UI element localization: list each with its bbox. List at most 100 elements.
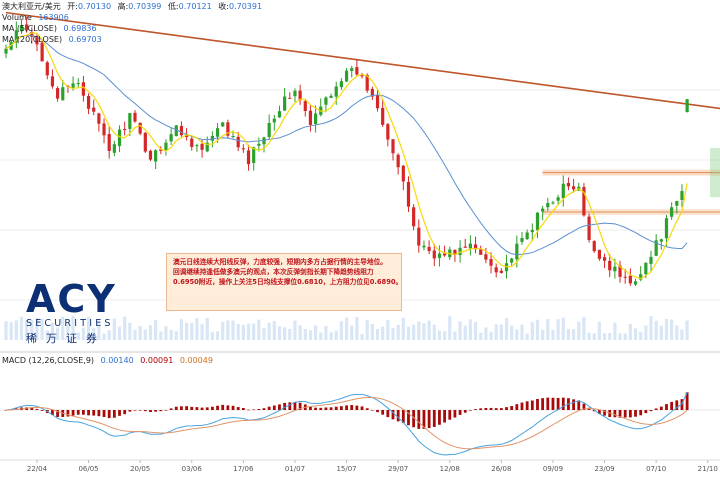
volume-bar	[164, 326, 168, 340]
candle-body	[680, 190, 684, 200]
candle-body	[675, 200, 679, 206]
macd-bar	[66, 410, 70, 417]
candle-body	[412, 207, 416, 227]
ma5-value: 0.69836	[63, 24, 97, 33]
candle-body	[324, 97, 328, 105]
volume-bar	[541, 329, 545, 340]
volume-bar	[303, 329, 307, 340]
macd-bar	[499, 408, 503, 410]
macd-bar	[350, 405, 354, 410]
note-line-3: 0.6950附近，操作上关注5日均线支撑位0.6810，上方阻力位见0.6890…	[173, 278, 402, 286]
macd-bar	[417, 410, 421, 429]
macd-legend: MACD (12,26,CLOSE,9) 0.00140 0.00091 0.0…	[2, 356, 213, 366]
volume-bar	[561, 317, 565, 340]
candle-body	[633, 281, 638, 285]
volume-bar	[293, 320, 297, 340]
candle-body	[468, 243, 472, 249]
macd-bar	[252, 409, 256, 411]
volume-label: Volume	[2, 13, 32, 22]
macd-bar	[654, 408, 658, 410]
volume-bar	[391, 328, 395, 340]
volume-bar	[504, 317, 509, 340]
volume-bar	[659, 325, 663, 340]
macd-bar	[185, 406, 188, 410]
x-tick-label: 12/08	[440, 465, 460, 473]
close-value: 0.70391	[228, 2, 263, 11]
macd-bar	[469, 410, 472, 411]
volume-bar	[406, 326, 411, 340]
volume-bar	[56, 327, 60, 340]
volume-bar	[566, 328, 571, 340]
volume-bar	[644, 325, 648, 340]
volume-bar	[365, 320, 369, 340]
volume-bar	[530, 322, 534, 340]
volume-bar	[288, 328, 292, 340]
candle-body	[602, 257, 607, 261]
logo-wordmark: SECURITIES	[26, 318, 114, 329]
macd-bar	[76, 410, 80, 415]
macd-bar	[288, 402, 292, 410]
symbol-name: 澳大利亚元/美元	[2, 2, 61, 11]
volume-bar	[205, 317, 209, 340]
volume-bar	[417, 321, 421, 340]
candle-body	[618, 265, 622, 277]
volume-bar	[468, 319, 472, 340]
volume-bar	[40, 318, 44, 340]
macd-bar	[257, 409, 261, 410]
macd-bar	[608, 410, 612, 418]
x-tick-label: 23/09	[594, 465, 614, 473]
volume-bar	[458, 321, 462, 340]
volume-bar	[654, 320, 658, 340]
macd-bar	[401, 410, 405, 424]
candle-body	[494, 267, 498, 273]
macd-bar	[515, 404, 519, 410]
volume-bar	[14, 320, 18, 340]
candle-body	[453, 249, 457, 255]
candle-body	[525, 232, 529, 240]
candle-body	[381, 107, 385, 125]
volume-bar	[112, 318, 116, 340]
volume-bar	[236, 324, 240, 340]
volume-bar	[664, 319, 669, 340]
volume-bar	[473, 321, 478, 340]
volume-bar	[618, 333, 622, 340]
macd-bar	[649, 410, 653, 412]
candle-body	[628, 275, 632, 284]
resistance-zones	[542, 148, 720, 215]
macd-value-2: 0.00091	[140, 356, 174, 365]
macd-bar	[200, 407, 204, 410]
macd-bar	[205, 407, 209, 410]
volume-bar	[572, 329, 576, 340]
candle-body	[231, 135, 235, 137]
price-header: 澳大利亚元/美元 开:0.70130 高:0.70399 低:0.70121 收…	[2, 2, 262, 12]
volume-bar	[61, 316, 65, 340]
right-edge-zone	[710, 148, 720, 198]
volume-bar	[535, 319, 540, 340]
volume-bar	[71, 316, 75, 340]
candle-body	[520, 238, 524, 242]
macd-bar	[164, 409, 168, 411]
candle-body	[391, 139, 395, 154]
volume-bar	[190, 323, 194, 340]
candle-body	[293, 90, 297, 97]
volume-bar	[81, 327, 85, 340]
candle-body	[169, 134, 173, 142]
macd-bar	[35, 408, 39, 410]
volume-bar	[148, 325, 153, 340]
candle-body	[396, 154, 400, 168]
candle-body	[613, 266, 617, 272]
volume-bar	[443, 331, 447, 340]
volume-bar	[86, 316, 91, 340]
x-tick-label: 03/06	[182, 465, 203, 473]
macd-bar	[603, 410, 606, 416]
macd-bar	[376, 410, 379, 413]
volume-bar	[252, 323, 256, 340]
volume-bar	[479, 332, 483, 340]
volume-bar	[525, 333, 529, 340]
candle-body	[639, 274, 643, 280]
macd-bar	[319, 407, 323, 410]
candle-body	[35, 36, 39, 45]
macd-bar	[474, 409, 477, 410]
macd-bar	[370, 410, 374, 411]
macd-bar	[314, 407, 317, 410]
